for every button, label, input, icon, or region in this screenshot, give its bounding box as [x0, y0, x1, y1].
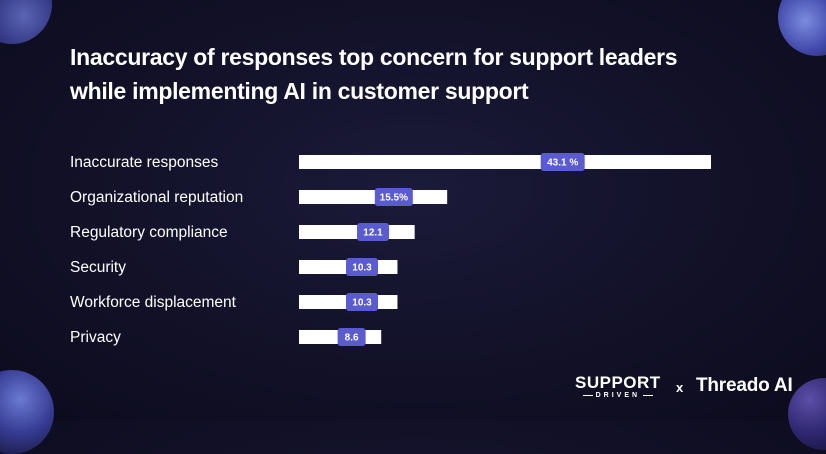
value-badge — [346, 258, 379, 276]
value-label: 10.3 — [352, 263, 372, 274]
value-badge — [374, 188, 413, 206]
support-driven-logo-top: SUPPORT — [575, 373, 661, 392]
support-driven-logo-bottom: DRIVEN — [580, 391, 656, 400]
bar — [299, 155, 711, 169]
brand-separator: x — [676, 380, 684, 395]
category-label: Privacy — [70, 329, 121, 346]
category-label: Inaccurate responses — [70, 154, 218, 171]
value-badge — [337, 328, 366, 346]
category-label: Security — [70, 259, 126, 276]
chart-title-line-2: while implementing AI in customer suppor… — [70, 78, 529, 104]
bar — [299, 225, 415, 239]
value-label: 8.6 — [345, 333, 359, 344]
value-badge — [540, 153, 585, 171]
value-label: 43.1 % — [547, 158, 578, 169]
value-label: 12.1 — [363, 228, 383, 239]
chart-title: Inaccuracy of responses top concern for … — [70, 40, 770, 108]
value-badge — [357, 223, 390, 241]
category-label: Workforce displacement — [70, 294, 237, 311]
value-label: 15.5% — [380, 193, 408, 204]
support-driven-logo: SUPPORT DRIVEN — [575, 374, 661, 400]
value-label: 10.3 — [352, 298, 372, 309]
threado-ai-logo: Threado AI — [696, 375, 793, 396]
bar-chart: Inaccurate responses 43.1 % Organizational… — [70, 153, 711, 346]
bar — [299, 190, 448, 204]
category-label: Organizational reputation — [70, 189, 243, 206]
category-label: Regulatory compliance — [70, 224, 228, 241]
value-badge — [346, 293, 379, 311]
chart-title-line-1: Inaccuracy of responses top concern for … — [70, 44, 678, 70]
